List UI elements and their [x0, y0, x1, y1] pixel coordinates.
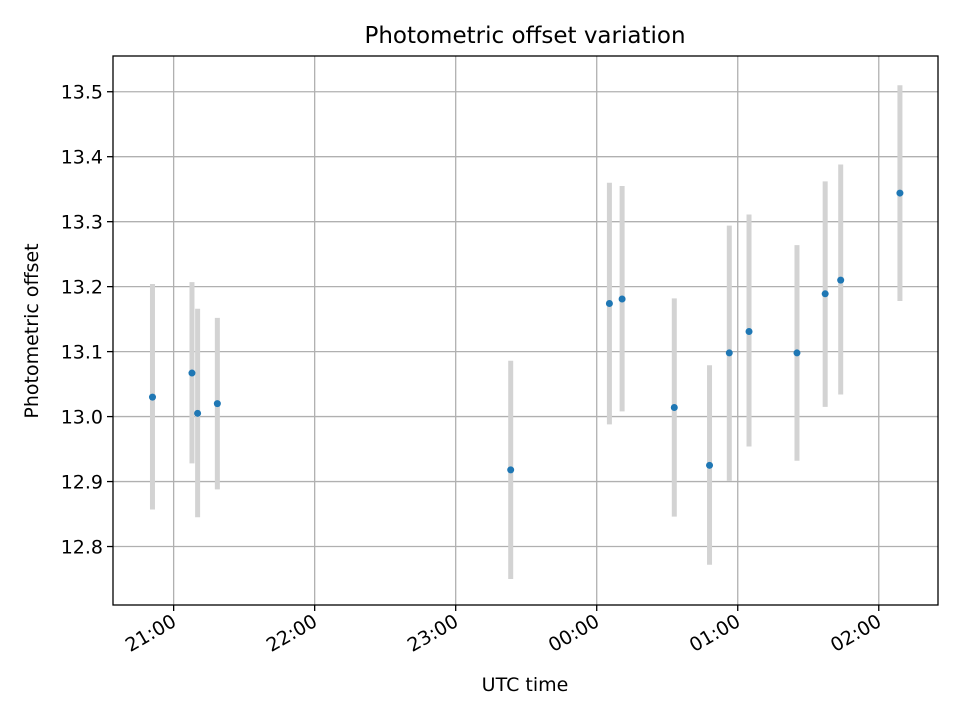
data-point — [745, 327, 753, 335]
data-point — [725, 349, 733, 357]
data-point — [896, 189, 904, 197]
y-tick-label: 12.8 — [61, 537, 103, 559]
y-tick-label: 13.3 — [61, 212, 103, 234]
plot-frame — [112, 55, 939, 606]
data-point — [670, 403, 678, 411]
y-tick-label: 12.9 — [61, 472, 103, 494]
grid-layer — [113, 56, 938, 605]
y-tick-label: 13.5 — [61, 82, 103, 104]
data-point — [793, 349, 801, 357]
chart-title: Photometric offset variation — [364, 23, 685, 49]
data-point — [837, 276, 845, 284]
x-axis-label: UTC time — [482, 674, 569, 696]
data-point — [618, 295, 626, 303]
data-point — [148, 393, 156, 401]
y-tick-label: 13.2 — [61, 277, 103, 299]
y-tick-label: 13.4 — [61, 147, 103, 169]
data-point — [188, 369, 196, 377]
data-point — [213, 400, 221, 408]
y-tick-label: 13.1 — [61, 342, 103, 364]
data-point — [821, 290, 829, 298]
y-tick-label: 13.0 — [61, 407, 103, 429]
y-axis-label: Photometric offset — [21, 243, 43, 418]
data-point — [706, 461, 714, 469]
point-layer — [148, 189, 904, 474]
data-point — [194, 409, 202, 417]
data-point — [507, 466, 515, 474]
data-point — [605, 300, 613, 308]
